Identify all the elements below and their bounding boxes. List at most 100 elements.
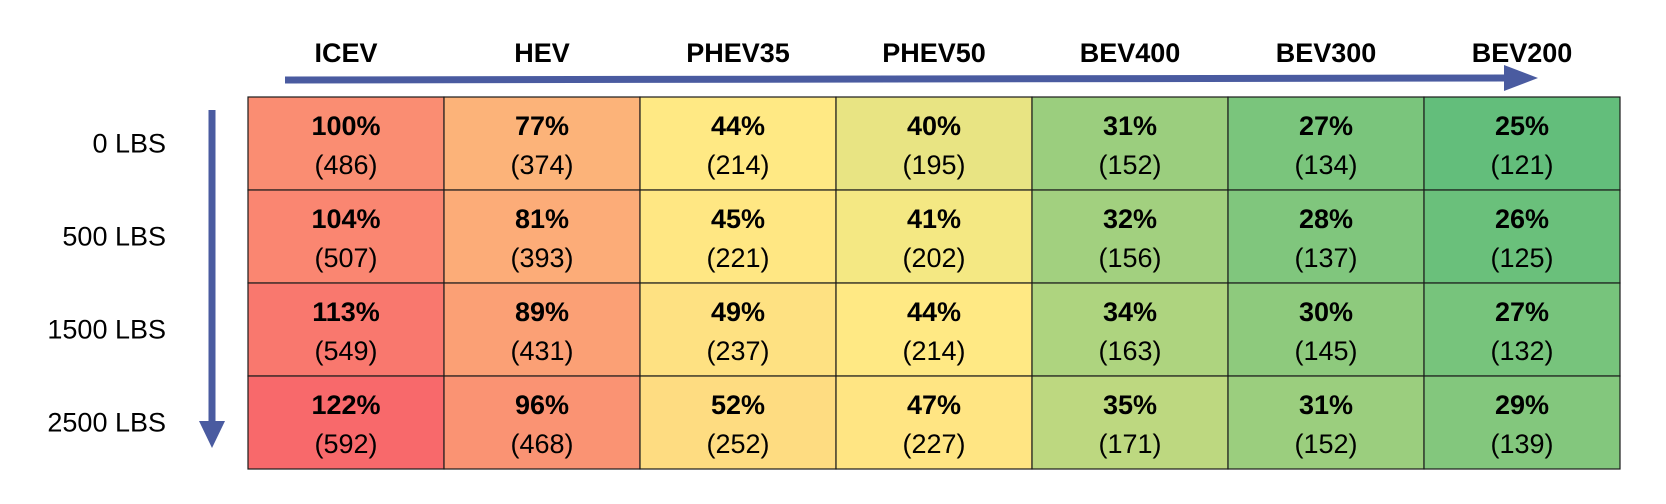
cell-value-label: (468) [510, 429, 573, 459]
heatmap-cell: 77% (374) [443, 96, 641, 191]
heatmap-cell: 28% (137) [1227, 189, 1425, 284]
cell-percent-label: 41% [907, 204, 961, 234]
cell-percent-label: 35% [1103, 390, 1157, 420]
heatmap-cell: 31% (152) [1031, 96, 1229, 191]
cell-percent-label: 44% [907, 297, 961, 327]
heatmap-cell: 113% (549) [247, 282, 445, 377]
column-header: PHEV35 [686, 38, 790, 68]
heatmap-cell: 26% (125) [1423, 189, 1621, 284]
row-header: 0 LBS [92, 129, 166, 159]
cell-value-label: (221) [706, 243, 769, 273]
row-headers: 0 LBS 500 LBS 1500 LBS 2500 LBS [47, 129, 166, 438]
heatmap-cell: 41% (202) [835, 189, 1033, 284]
cell-fill [639, 189, 837, 284]
heatmap-cell: 34% (163) [1031, 282, 1229, 377]
cell-fill [1031, 282, 1229, 377]
heatmap-cell: 44% (214) [835, 282, 1033, 377]
cell-fill [639, 96, 837, 191]
heatmap-cell: 122% (592) [247, 375, 445, 470]
cell-percent-label: 25% [1495, 111, 1549, 141]
cell-value-label: (431) [510, 336, 573, 366]
column-header: BEV200 [1472, 38, 1573, 68]
cell-value-label: (163) [1098, 336, 1161, 366]
cell-percent-label: 104% [311, 204, 380, 234]
cell-fill [835, 375, 1033, 470]
cell-fill [1227, 375, 1425, 470]
cell-percent-label: 30% [1299, 297, 1353, 327]
cell-value-label: (374) [510, 150, 573, 180]
cell-value-label: (195) [902, 150, 965, 180]
cell-fill [443, 375, 641, 470]
cell-percent-label: 26% [1495, 204, 1549, 234]
heatmap-cell: 52% (252) [639, 375, 837, 470]
cell-percent-label: 40% [907, 111, 961, 141]
cell-fill [443, 282, 641, 377]
cell-percent-label: 47% [907, 390, 961, 420]
cell-percent-label: 45% [711, 204, 765, 234]
cell-value-label: (171) [1098, 429, 1161, 459]
cell-percent-label: 89% [515, 297, 569, 327]
heatmap-cell: 31% (152) [1227, 375, 1425, 470]
heatmap-cell: 44% (214) [639, 96, 837, 191]
column-headers: ICEV HEV PHEV35 PHEV50 BEV400 BEV300 BEV200 [314, 38, 1572, 68]
cell-percent-label: 28% [1299, 204, 1353, 234]
heatmap-cell: 25% (121) [1423, 96, 1621, 191]
cell-value-label: (592) [314, 429, 377, 459]
cell-value-label: (139) [1490, 429, 1553, 459]
cell-percent-label: 77% [515, 111, 569, 141]
cell-value-label: (507) [314, 243, 377, 273]
heatmap-cells: 100% (486) 77% (374) 44% (214) 40% (195) 31% (152… [247, 96, 1621, 470]
cell-fill [247, 96, 445, 191]
cell-fill [1031, 189, 1229, 284]
column-header: PHEV50 [882, 38, 986, 68]
cell-value-label: (156) [1098, 243, 1161, 273]
cell-percent-label: 29% [1495, 390, 1549, 420]
heatmap-cell: 32% (156) [1031, 189, 1229, 284]
cell-fill [835, 96, 1033, 191]
column-header: BEV300 [1276, 38, 1377, 68]
heatmap-cell: 100% (486) [247, 96, 445, 191]
cell-value-label: (393) [510, 243, 573, 273]
heatmap-cell: 47% (227) [835, 375, 1033, 470]
cell-value-label: (134) [1294, 150, 1357, 180]
heatmap-cell: 27% (134) [1227, 96, 1425, 191]
cell-value-label: (486) [314, 150, 377, 180]
cell-fill [247, 375, 445, 470]
cell-percent-label: 31% [1299, 390, 1353, 420]
column-header: BEV400 [1080, 38, 1181, 68]
cell-value-label: (125) [1490, 243, 1553, 273]
heatmap-cell: 27% (132) [1423, 282, 1621, 377]
cell-percent-label: 44% [711, 111, 765, 141]
heatmap-cell: 89% (431) [443, 282, 641, 377]
cell-value-label: (145) [1294, 336, 1357, 366]
cell-value-label: (549) [314, 336, 377, 366]
cell-percent-label: 32% [1103, 204, 1157, 234]
arrows [199, 65, 1538, 448]
horizontal-arrowhead [1504, 65, 1538, 91]
cell-value-label: (214) [706, 150, 769, 180]
cell-percent-label: 96% [515, 390, 569, 420]
cell-percent-label: 31% [1103, 111, 1157, 141]
heatmap-cell: 45% (221) [639, 189, 837, 284]
heatmap-cell: 49% (237) [639, 282, 837, 377]
column-header: HEV [514, 38, 570, 68]
cell-fill [1423, 375, 1621, 470]
row-header: 1500 LBS [47, 315, 166, 345]
heatmap-cell: 81% (393) [443, 189, 641, 284]
cell-percent-label: 49% [711, 297, 765, 327]
cell-fill [247, 282, 445, 377]
cell-value-label: (202) [902, 243, 965, 273]
row-header: 2500 LBS [47, 408, 166, 438]
heatmap-cell: 30% (145) [1227, 282, 1425, 377]
cell-value-label: (137) [1294, 243, 1357, 273]
cell-fill [1227, 282, 1425, 377]
cell-percent-label: 34% [1103, 297, 1157, 327]
cell-fill [1031, 96, 1229, 191]
heatmap-cell: 104% (507) [247, 189, 445, 284]
cell-value-label: (152) [1098, 150, 1161, 180]
cell-percent-label: 27% [1495, 297, 1549, 327]
heatmap-cell: 29% (139) [1423, 375, 1621, 470]
heatmap-cell: 40% (195) [835, 96, 1033, 191]
cell-value-label: (132) [1490, 336, 1553, 366]
